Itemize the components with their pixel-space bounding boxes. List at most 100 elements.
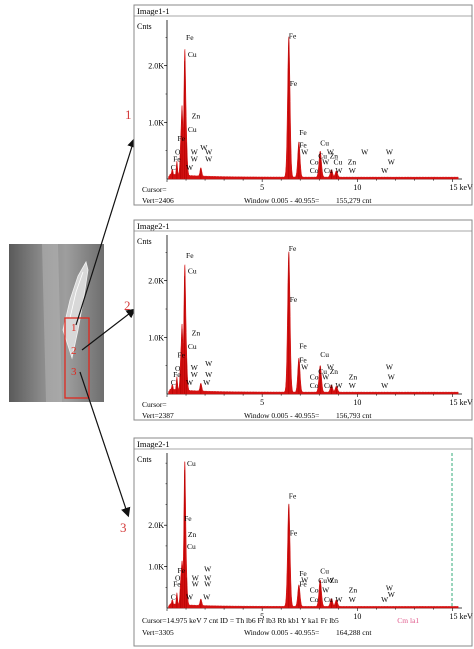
panel3-element-label-33: W [381, 595, 389, 604]
panel2-element-label-11: C [171, 378, 176, 387]
panel3-element-label-7: W [192, 574, 200, 583]
pointer-label-3: 3 [120, 520, 127, 535]
panel1-element-label-27: Cu [334, 157, 343, 166]
panel3-element-label-15: Fe [289, 491, 297, 500]
panel1-element-label-9: Fe [173, 154, 181, 163]
panel2-x-tick-label-1: 10 [353, 398, 361, 407]
panel3-x-tick-label-1: 10 [353, 612, 361, 621]
panel2-element-label-5: O [175, 364, 181, 373]
panel1-element-label-24: W [386, 148, 394, 157]
panel1-element-label-26: W [322, 157, 330, 166]
panel1-element-label-25: Co [310, 157, 319, 166]
panel2-element-label-6: W [191, 363, 199, 372]
panel1-element-label-4: Fe [177, 134, 185, 143]
sem-image-particle-edge [69, 271, 84, 319]
panel1-element-label-17: Fe [299, 140, 307, 149]
sem-analysis-box [64, 317, 90, 399]
panel1-element-label-29: W [388, 157, 396, 166]
panel1-spectrum-area [168, 36, 459, 180]
panel1-y-tick-label-0: 1.0K [148, 118, 164, 127]
panel2-element-label-14: Fe [289, 244, 297, 253]
panel2-element-label-1: Cu [188, 266, 197, 275]
panel3-element-label-30: Cu [324, 595, 333, 604]
panel2-element-label-21: W [301, 363, 309, 372]
panel3-element-label-8: W [204, 574, 212, 583]
panel3-element-label-13: W [186, 593, 194, 602]
panel3-element-label-0: Cu [187, 459, 196, 468]
panel3-element-label-26: W [322, 586, 330, 595]
panel2-footer-cursor: Cursor= [142, 400, 167, 409]
panel1-title: Image1-1 [137, 6, 170, 16]
panel2-element-label-32: W [381, 381, 389, 390]
panel2-element-label-9: W [191, 370, 199, 379]
panel1-element-label-11: W [205, 154, 213, 163]
panel1-footer-window: Window 0.005 - 40.955= [244, 196, 319, 205]
panel1-element-label-18: Cu [320, 139, 329, 148]
panel3-element-label-11: W [204, 579, 212, 588]
panel1-element-label-5: W [200, 143, 208, 152]
arrow-point-3 [79, 371, 131, 518]
panel1-element-label-22: W [327, 148, 335, 157]
panel2-element-label-27: W [388, 372, 396, 381]
panel3-element-label-17: Fe [299, 569, 307, 578]
panel1-frame [133, 4, 473, 206]
sem-point-label-3: 3 [71, 366, 77, 378]
panel3-footer-cursor: Cursor=14.975 keV 7 cnt ID = Th lb6 Fr l… [142, 616, 339, 625]
panel2-y-tick-label-1: 2.0K [148, 277, 164, 286]
panel2-element-label-7: W [205, 359, 213, 368]
panel1-x-tick-label-0: 5 [260, 183, 264, 192]
panel1-element-label-30: Co [310, 166, 319, 175]
panel3-element-label-1: Fe [184, 514, 192, 523]
panel3-y-tick-label-0: 1.0K [148, 563, 164, 572]
panel3-element-label-2: Zn [188, 530, 197, 539]
panel2-element-label-16: Fe [299, 342, 307, 351]
panel3-element-label-16: Fe [290, 529, 298, 538]
panel2-element-label-13: W [203, 378, 211, 387]
panel2-element-label-8: Fe [173, 370, 181, 379]
panel2-element-label-20: Zn [330, 367, 339, 376]
panel3-title: Image2-1 [137, 439, 170, 449]
panel3-spectrum-area [168, 461, 459, 609]
sem-point-label-2: 2 [71, 345, 77, 357]
panel1-element-label-8: W [205, 148, 213, 157]
panel2-element-label-25: W [322, 372, 330, 381]
panel2-element-label-29: Cu [324, 381, 333, 390]
panel2-element-label-22: W [327, 363, 335, 372]
panel1-x-tick-label-2: 15 keV [449, 183, 473, 192]
panel2-footer-vert: Vert=2387 [142, 411, 174, 420]
panel2-element-label-18: Cu [320, 350, 329, 359]
panel3-footer-counts: 164,288 cnt [336, 628, 372, 637]
panel3-ylabel: Cnts [137, 455, 152, 464]
panel3-element-label-32: W [349, 595, 357, 604]
panel1-element-label-15: Fe [290, 79, 298, 88]
panel1-element-label-23: W [361, 148, 369, 157]
panel1-ylabel: Cnts [137, 22, 152, 31]
panel3-element-label-23: W [327, 575, 335, 584]
panel1-element-label-20: Zn [330, 152, 339, 161]
panel2-element-label-4: Fe [177, 351, 185, 360]
panel3-element-label-5: W [204, 565, 212, 574]
panel1-element-label-28: Zn [348, 157, 357, 166]
panel2-element-label-17: Fe [299, 355, 307, 364]
panel2-x-tick-label-0: 5 [260, 398, 264, 407]
panel3-element-label-9: Fe [173, 579, 181, 588]
panel3-footer-cursor-highlight: Cm la1 [397, 616, 419, 625]
panel1-element-label-19: Cu [318, 152, 327, 161]
panel3-element-label-31: W [335, 595, 343, 604]
panel3-x-tick-label-0: 5 [260, 612, 264, 621]
panel1-footer-counts: 155,279 cnt [336, 196, 372, 205]
panel3-element-label-18: Fe [299, 579, 307, 588]
panel1-element-label-1: Cu [188, 50, 197, 59]
panel3-element-label-19: Cu [320, 567, 329, 576]
panel3-element-label-29: Co [310, 595, 319, 604]
panel2-element-label-30: W [335, 381, 343, 390]
panel3-frame [133, 437, 473, 647]
panel3-element-label-14: W [203, 593, 211, 602]
panel1-footer-vert: Vert=2406 [142, 196, 174, 205]
panel1-element-label-10: W [191, 154, 199, 163]
panel2-element-label-3: Cu [188, 342, 197, 351]
panel1-y-tick-label-1: 2.0K [148, 62, 164, 71]
